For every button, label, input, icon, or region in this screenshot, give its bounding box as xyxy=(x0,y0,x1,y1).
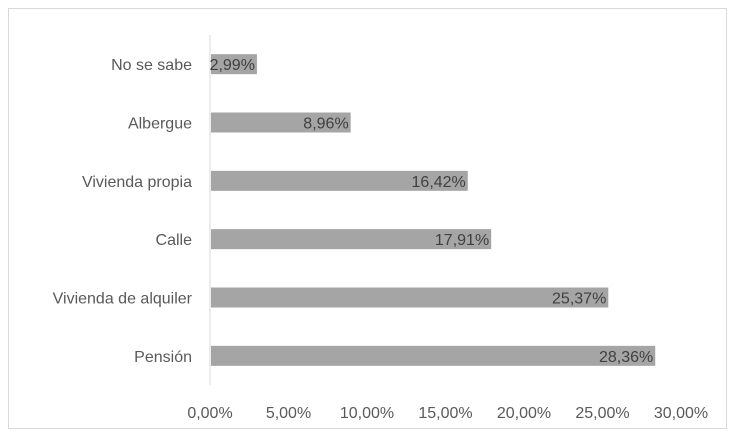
category-label: Vivienda de alquiler xyxy=(53,291,193,308)
category-label: No se sabe xyxy=(111,57,192,74)
category-label: Calle xyxy=(156,232,193,249)
category-label: Albergue xyxy=(128,116,192,133)
x-tick-label: 15,00% xyxy=(418,405,472,422)
data-label: 16,42% xyxy=(412,174,466,191)
x-tick-label: 0,00% xyxy=(187,405,232,422)
bar xyxy=(211,345,656,366)
x-tick-label: 25,00% xyxy=(575,405,629,422)
x-tick-label: 5,00% xyxy=(266,405,311,422)
x-tick-label: 30,00% xyxy=(654,405,708,422)
bar xyxy=(211,287,609,308)
data-label: 8,96% xyxy=(303,116,348,133)
bar xyxy=(211,229,492,250)
data-label: 25,37% xyxy=(552,291,606,308)
data-label: 17,91% xyxy=(435,232,489,249)
data-label: 2,99% xyxy=(210,57,255,74)
x-tick-label: 10,00% xyxy=(340,405,394,422)
data-label: 28,36% xyxy=(599,349,653,366)
bar xyxy=(211,170,468,191)
bar xyxy=(211,54,257,75)
bar xyxy=(211,112,351,133)
category-label: Pensión xyxy=(134,349,192,366)
x-tick-label: 20,00% xyxy=(497,405,551,422)
category-label: Vivienda propia xyxy=(82,174,192,191)
